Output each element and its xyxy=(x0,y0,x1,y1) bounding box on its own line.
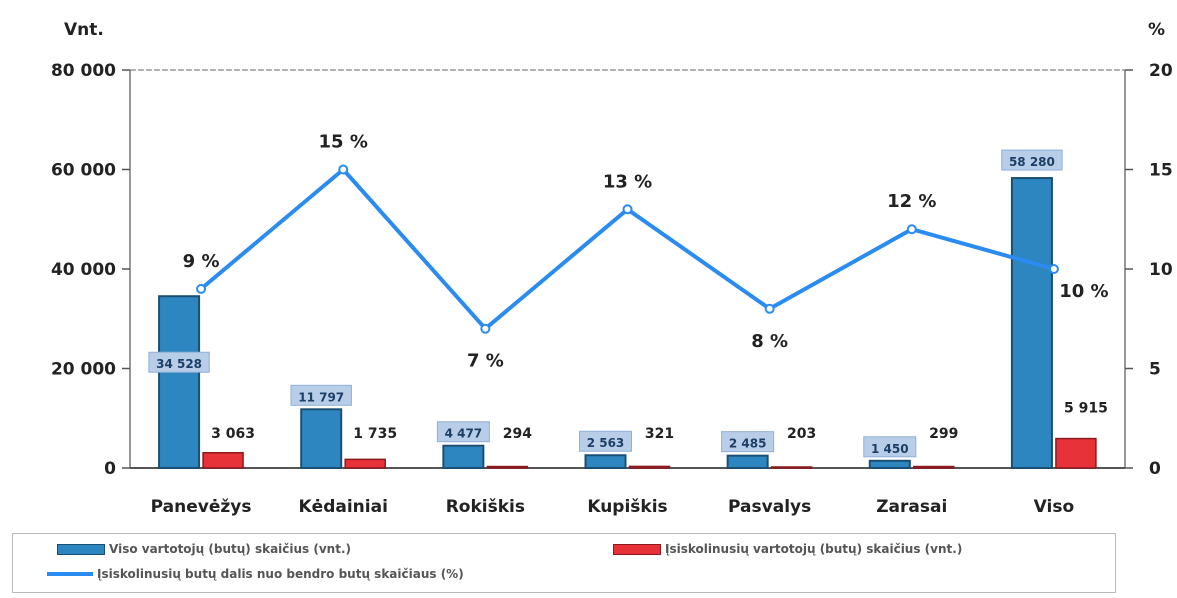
data-label-indebted: 321 xyxy=(645,426,674,442)
data-label-total-box xyxy=(579,430,632,452)
bar-indebted xyxy=(202,452,244,469)
data-label-indebted: 299 xyxy=(929,426,958,442)
legend-item-total: Viso vartotojų (butų) skaičius (vnt.) xyxy=(57,542,351,556)
data-label-total: 4 477 xyxy=(445,427,483,441)
point-share xyxy=(338,164,349,175)
point-share xyxy=(764,303,775,314)
category-label: Kupiškis xyxy=(587,497,667,517)
legend-swatch-indebted xyxy=(613,543,661,555)
category-label: Kėdainiai xyxy=(299,497,388,517)
bar-indebted xyxy=(344,458,386,469)
data-label-total-box xyxy=(1001,149,1063,171)
left-tick-label: 0 xyxy=(104,459,116,479)
left-axis-title: Vnt. xyxy=(64,20,104,40)
category-label: Viso xyxy=(1034,497,1074,517)
bar-total xyxy=(584,454,627,470)
data-label-total: 34 528 xyxy=(156,357,202,371)
data-label-indebted: 203 xyxy=(787,426,816,442)
legend-item-share: Įsiskolinusių butų dalis nuo bendro butų… xyxy=(47,567,464,581)
point-share xyxy=(906,224,917,235)
point-share xyxy=(480,323,491,334)
category-label: Rokiškis xyxy=(446,497,525,517)
legend-swatch-share xyxy=(47,572,93,576)
bar-total xyxy=(300,408,343,470)
point-share xyxy=(622,204,633,215)
point-share xyxy=(196,283,207,294)
data-label-share: 9 % xyxy=(183,251,220,272)
data-label-share: 13 % xyxy=(603,171,652,192)
left-tick-label: 60 000 xyxy=(51,161,116,181)
data-label-share: 8 % xyxy=(751,331,788,352)
bar-indebted xyxy=(1055,437,1097,469)
data-label-indebted: 294 xyxy=(503,426,532,442)
chart-legend: Viso vartotojų (butų) skaičius (vnt.) Įs… xyxy=(12,533,1116,593)
category-label: Zarasai xyxy=(876,497,947,517)
legend-label-total: Viso vartotojų (butų) skaičius (vnt.) xyxy=(109,542,351,556)
left-tick-label: 20 000 xyxy=(51,360,116,380)
right-tick-label: 20 xyxy=(1149,61,1173,81)
bar-total xyxy=(442,444,485,470)
bar-total xyxy=(726,454,769,469)
data-label-indebted: 3 063 xyxy=(211,426,255,442)
legend-label-share: Įsiskolinusių butų dalis nuo bendro butų… xyxy=(97,567,464,581)
bar-indebted xyxy=(628,465,671,469)
bar-total xyxy=(868,459,911,470)
right-tick-label: 0 xyxy=(1149,459,1161,479)
right-axis-title: % xyxy=(1148,20,1166,40)
bar-indebted xyxy=(486,465,529,469)
legend-swatch-total xyxy=(57,543,105,555)
legend-label-indebted: Įsiskolinusių vartotojų (butų) skaičius … xyxy=(665,542,963,556)
data-label-total-box xyxy=(148,351,210,373)
bar-total xyxy=(1010,177,1053,469)
left-tick-label: 40 000 xyxy=(51,260,116,280)
category-label: Pasvalys xyxy=(728,497,811,517)
legend-item-indebted: Įsiskolinusių vartotojų (butų) skaičius … xyxy=(613,542,962,556)
data-label-share: 15 % xyxy=(319,132,368,153)
right-tick-label: 5 xyxy=(1149,360,1161,380)
data-label-indebted: 5 915 xyxy=(1064,401,1108,417)
right-tick-label: 15 xyxy=(1149,161,1173,181)
category-label: Panevėžys xyxy=(151,497,252,517)
left-tick-label: 80 000 xyxy=(51,61,116,81)
point-share xyxy=(1048,264,1059,274)
data-label-total: 1 450 xyxy=(871,442,909,456)
data-label-share: 12 % xyxy=(887,191,936,212)
data-label-total-box xyxy=(863,436,917,458)
data-label-total-box xyxy=(721,431,775,453)
data-label-indebted: 1 735 xyxy=(353,426,397,442)
chart: 0 20 000 40 000 60 000 80 000 0 5 10 15 20 Panevėž… xyxy=(51,61,1173,517)
right-tick-label: 10 xyxy=(1149,260,1173,280)
data-label-total: 58 280 xyxy=(1009,155,1055,169)
data-label-total-box xyxy=(436,421,490,443)
bar-indebted xyxy=(913,465,955,469)
data-label-total-box xyxy=(290,384,352,406)
bar-total xyxy=(158,295,201,469)
bar-indebted xyxy=(770,466,813,469)
data-label-total: 2 485 xyxy=(729,437,767,451)
data-label-total: 2 563 xyxy=(587,436,625,450)
data-label-total: 11 797 xyxy=(298,390,344,404)
data-label-share: 7 % xyxy=(467,351,504,372)
data-label-share: 10 % xyxy=(1059,281,1108,302)
